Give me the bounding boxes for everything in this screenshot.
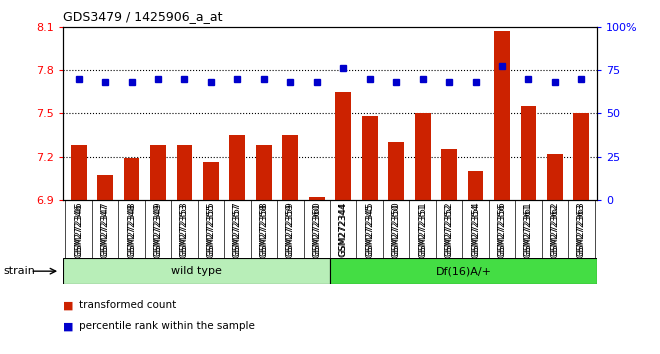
Bar (150, 145, 166, 200)
Bar (282, 135, 298, 200)
Bar (468, 171, 484, 200)
Bar (388, 142, 404, 200)
Text: GSM272347: GSM272347 (100, 203, 110, 258)
Bar (97, 176, 113, 200)
Text: ■: ■ (63, 300, 73, 310)
Bar (256, 145, 272, 200)
Text: GSM272348: GSM272348 (127, 203, 136, 258)
Text: wild type: wild type (171, 266, 222, 276)
Text: transformed count: transformed count (79, 300, 176, 310)
Bar (494, 31, 510, 200)
Text: GSM272358: GSM272358 (259, 203, 269, 258)
Text: GSM272351: GSM272351 (418, 203, 427, 258)
Bar (71, 145, 86, 200)
Bar (330, 258, 597, 284)
Text: GSM272345: GSM272345 (365, 203, 374, 258)
Text: GSM272354: GSM272354 (471, 203, 480, 258)
Text: percentile rank within the sample: percentile rank within the sample (79, 321, 255, 331)
Text: GSM272361: GSM272361 (524, 203, 533, 258)
Bar (362, 116, 378, 200)
Text: GSM272363: GSM272363 (577, 203, 586, 258)
Text: strain: strain (3, 266, 35, 276)
Text: Df(16)A/+: Df(16)A/+ (436, 266, 492, 276)
Bar (335, 92, 351, 200)
Bar (574, 113, 589, 200)
Text: ■: ■ (63, 321, 73, 331)
Bar (63, 258, 330, 284)
Text: GSM272353: GSM272353 (180, 203, 189, 258)
Text: GSM272359: GSM272359 (286, 203, 295, 258)
Bar (309, 197, 325, 200)
Text: GDS3479 / 1425906_a_at: GDS3479 / 1425906_a_at (63, 10, 222, 23)
Text: GSM272355: GSM272355 (207, 203, 215, 258)
Text: GSM272362: GSM272362 (550, 203, 560, 258)
Text: GSM272346: GSM272346 (74, 203, 83, 258)
Text: GSM272344: GSM272344 (339, 203, 348, 257)
Text: GSM272350: GSM272350 (391, 203, 401, 258)
Bar (176, 145, 192, 200)
Bar (547, 154, 563, 200)
Text: GSM272360: GSM272360 (312, 203, 321, 258)
Bar (230, 135, 246, 200)
Bar (521, 106, 537, 200)
Text: GSM272356: GSM272356 (498, 203, 506, 258)
Text: GSM272349: GSM272349 (154, 203, 162, 258)
Bar (123, 158, 139, 200)
Text: GSM272357: GSM272357 (233, 203, 242, 258)
Bar (414, 113, 430, 200)
Text: GSM272352: GSM272352 (445, 203, 453, 258)
Bar (441, 149, 457, 200)
Bar (203, 162, 219, 200)
